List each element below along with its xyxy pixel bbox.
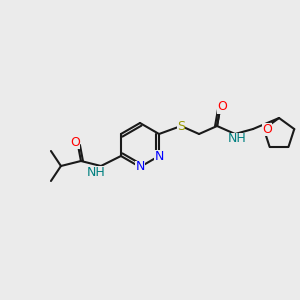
Text: N: N [154,149,164,163]
Text: N: N [135,160,145,173]
Text: NH: NH [228,133,246,146]
Text: NH: NH [87,166,105,178]
Text: O: O [70,136,80,148]
Text: S: S [177,119,185,133]
Text: O: O [217,100,227,113]
Text: O: O [262,123,272,136]
